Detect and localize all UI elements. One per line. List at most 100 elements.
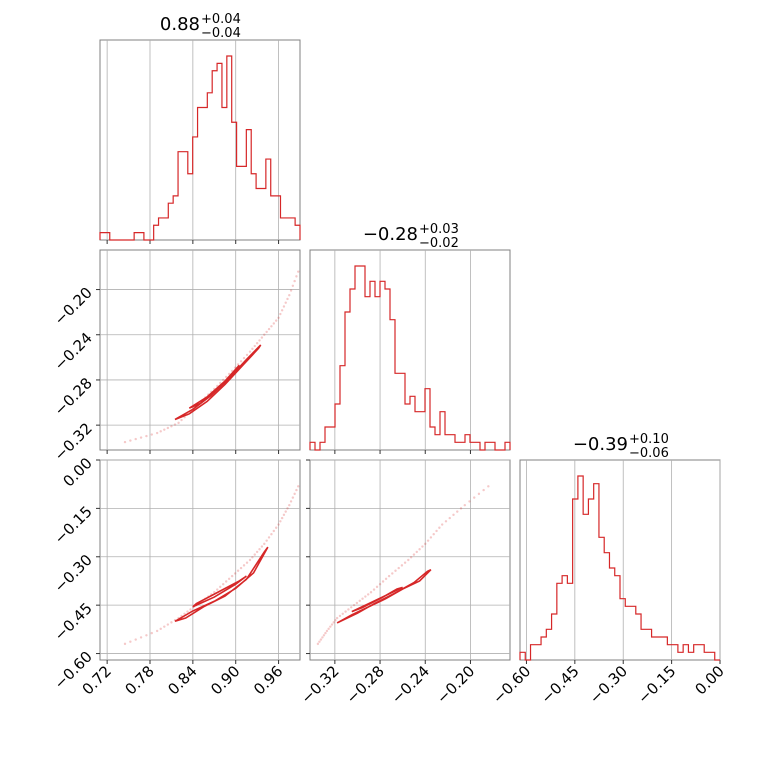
- sample-point: [318, 640, 321, 643]
- sample-point: [265, 330, 268, 334]
- sample-point: [473, 496, 476, 499]
- y-tick-label: −0.24: [51, 329, 96, 374]
- sample-point: [366, 593, 370, 596]
- x-tick-label: −0.60: [489, 662, 534, 707]
- panel-frame: [309, 249, 511, 451]
- sample-point: [421, 545, 424, 548]
- sample-point: [429, 536, 433, 539]
- sample-point: [412, 553, 416, 556]
- sample-point: [219, 381, 222, 385]
- sample-point: [272, 529, 276, 533]
- sample-point: [134, 437, 137, 441]
- sample-point: [224, 580, 228, 583]
- x-tick-label: −0.15: [634, 662, 679, 707]
- sample-point: [177, 421, 180, 425]
- sample-point: [286, 507, 289, 510]
- title-value: 0.88: [160, 14, 200, 35]
- title-plus: +0.04: [201, 12, 241, 27]
- sample-point: [166, 623, 170, 626]
- sample-point: [291, 496, 295, 499]
- sample-point: [482, 488, 485, 492]
- sample-point: [222, 378, 225, 382]
- sample-point: [277, 316, 280, 319]
- sample-point: [260, 545, 264, 548]
- sample-point: [293, 279, 296, 283]
- sample-point: [364, 595, 367, 598]
- title-param-2: −0.28 +0.03 −0.02: [363, 222, 459, 251]
- sample-point: [329, 625, 332, 628]
- sample-point: [441, 523, 444, 526]
- sample-point: [289, 289, 293, 292]
- sample-point: [189, 608, 192, 611]
- sample-point: [291, 284, 295, 287]
- x-tick-label: 0.84: [164, 662, 200, 698]
- x-tick-label: −0.20: [433, 662, 478, 707]
- sample-point: [397, 566, 400, 570]
- sample-point: [432, 532, 435, 536]
- x-tick-label: 0.90: [207, 662, 243, 698]
- sample-point: [265, 539, 268, 542]
- sample-point: [267, 327, 271, 331]
- sample-point: [267, 536, 271, 539]
- sample-point: [327, 627, 330, 631]
- contour-line: [192, 575, 247, 608]
- title-plus: +0.10: [629, 432, 669, 447]
- joint-panel-1-2: −0.32−0.28−0.24−0.20: [51, 249, 301, 464]
- sample-point: [159, 430, 162, 433]
- sample-point: [381, 580, 385, 583]
- y-tick-label: −0.28: [51, 374, 96, 419]
- x-tick-label: 0.78: [121, 662, 157, 698]
- sample-point: [409, 556, 413, 559]
- contour-line: [174, 344, 262, 421]
- sample-point: [358, 599, 361, 603]
- sample-point: [288, 503, 291, 507]
- hist-panel-2: [309, 249, 511, 454]
- x-tick-label: 0.96: [250, 662, 286, 698]
- sample-point: [224, 375, 228, 379]
- panel-frame: [309, 459, 511, 661]
- title-value: −0.39: [573, 434, 628, 455]
- sample-point: [391, 572, 394, 575]
- sample-point: [274, 319, 278, 322]
- contour-line: [188, 364, 240, 409]
- sample-point: [166, 426, 170, 430]
- y-tick-label: −0.30: [51, 551, 96, 596]
- sample-point: [330, 623, 334, 626]
- sample-point: [448, 516, 451, 520]
- histogram-step: [99, 55, 301, 241]
- sample-point: [129, 640, 132, 643]
- sample-point: [139, 636, 143, 639]
- sample-point: [253, 344, 256, 348]
- sample-point: [325, 629, 329, 633]
- sample-point: [230, 574, 234, 578]
- sample-point: [407, 558, 410, 562]
- sample-point: [384, 577, 388, 581]
- sample-point: [145, 434, 148, 438]
- sample-point: [332, 621, 335, 624]
- sample-point: [418, 548, 421, 551]
- sample-point: [270, 532, 273, 536]
- sample-point: [251, 347, 254, 351]
- title-param-1: 0.88 +0.04 −0.04: [160, 12, 241, 41]
- sample-point: [145, 634, 148, 637]
- sample-point: [297, 270, 300, 273]
- sample-point: [288, 293, 291, 297]
- sample-point: [435, 529, 438, 533]
- sample-point: [155, 629, 159, 633]
- title-minus: −0.02: [419, 236, 459, 251]
- y-tick-label: −0.45: [51, 599, 96, 644]
- sample-point: [361, 597, 364, 600]
- x-tick-label: −0.32: [297, 662, 342, 707]
- sample-point: [295, 275, 298, 278]
- y-tick-label: −0.32: [51, 419, 96, 464]
- sample-point: [282, 305, 286, 308]
- sample-point: [222, 582, 225, 586]
- sample-point: [316, 642, 320, 646]
- sample-point: [280, 516, 284, 520]
- sample-point: [129, 439, 132, 442]
- hist-panel-3: −0.60 −0.45 −0.30 −0.15 0.00: [489, 459, 728, 707]
- sample-point: [159, 627, 162, 631]
- y-tick-label: −0.20: [51, 284, 96, 329]
- sample-point: [170, 621, 173, 624]
- sample-point: [279, 520, 282, 523]
